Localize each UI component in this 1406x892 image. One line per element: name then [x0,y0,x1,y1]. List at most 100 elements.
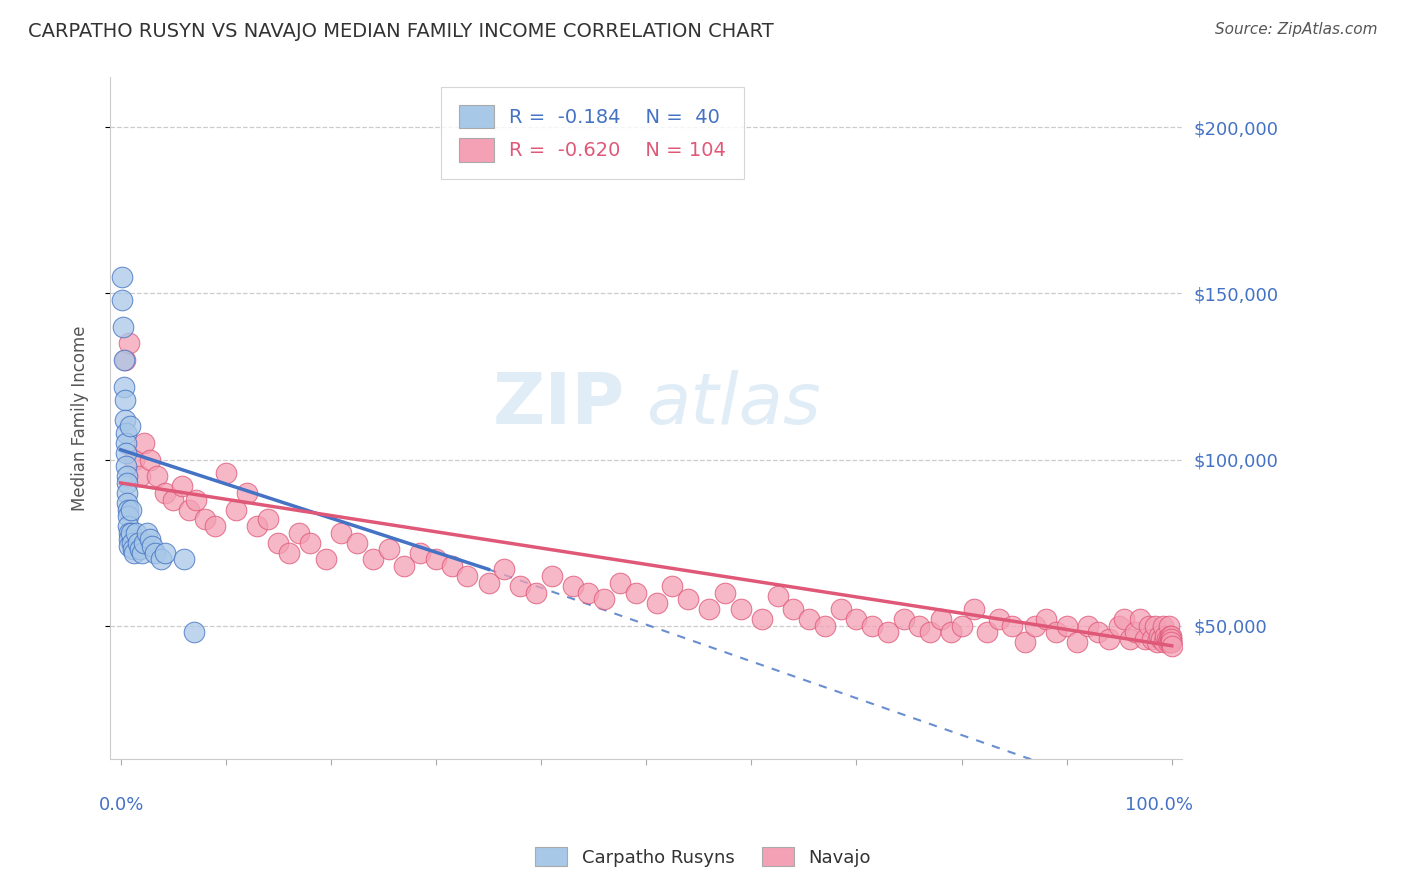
Point [624,585,647,599]
Point [661,579,683,593]
Point [561,579,583,593]
Point [645,596,668,610]
Point [676,592,699,607]
Point [118,539,141,553]
Point [115,496,138,510]
Point [118,419,141,434]
Point [127,535,149,549]
Point [288,525,311,540]
Point [893,612,915,626]
Point [117,519,139,533]
Point [1077,619,1099,633]
Point [1160,635,1182,649]
Point [797,612,820,626]
Point [976,625,998,640]
Point [117,509,139,524]
Point [122,546,145,560]
Point [1160,629,1182,643]
Point [128,542,150,557]
Point [139,452,162,467]
Point [845,612,868,626]
Point [125,525,148,540]
Point [730,602,752,616]
Point [277,546,299,560]
Point [1152,619,1174,633]
Point [697,602,720,616]
Point [111,269,134,284]
Text: ZIP: ZIP [492,370,624,439]
Point [132,436,155,450]
Point [1159,635,1181,649]
Point [1156,635,1178,649]
Point [1066,635,1088,649]
Point [939,625,962,640]
Point [183,625,205,640]
Point [118,525,141,540]
Point [122,542,145,557]
Point [409,546,432,560]
Point [929,612,952,626]
Point [1157,632,1180,647]
Point [877,625,900,640]
Text: 100.0%: 100.0% [1125,797,1194,814]
Text: atlas: atlas [647,370,821,439]
Text: CARPATHO RUSYN VS NAVAJO MEDIAN FAMILY INCOME CORRELATION CHART: CARPATHO RUSYN VS NAVAJO MEDIAN FAMILY I… [28,22,773,41]
Y-axis label: Median Family Income: Median Family Income [72,326,89,511]
Point [153,486,176,500]
Point [128,469,150,483]
Point [111,319,134,334]
Point [162,492,184,507]
Point [440,559,463,574]
Point [494,562,516,576]
Point [330,525,353,540]
Point [377,542,399,557]
Point [782,602,804,616]
Point [814,619,837,633]
Point [918,625,941,640]
Point [830,602,852,616]
Point [121,535,143,549]
Point [1014,635,1036,649]
Point [425,552,447,566]
Point [1160,632,1182,647]
Point [120,502,142,516]
Point [111,293,134,307]
Point [114,392,136,407]
Point [120,525,142,540]
Point [1129,612,1152,626]
Point [170,479,193,493]
Point [1159,629,1181,643]
Point [1114,612,1136,626]
Point [1156,632,1178,647]
Point [1108,619,1130,633]
Point [153,546,176,560]
Point [766,589,789,603]
Point [1123,625,1146,640]
Point [115,459,138,474]
Point [751,612,773,626]
Point [118,533,141,547]
Point [118,336,141,351]
Point [1135,632,1157,647]
Point [1098,632,1121,647]
Point [1160,639,1182,653]
Point [540,569,562,583]
Point [963,602,986,616]
Point [115,446,138,460]
Point [114,353,136,368]
Point [361,552,384,566]
Point [131,546,153,560]
Point [1154,629,1177,643]
Point [225,502,247,516]
Point [1150,632,1173,647]
Point [115,475,138,490]
Point [1160,635,1182,649]
Point [1087,625,1109,640]
Point [141,539,163,553]
Point [117,502,139,516]
Legend: R =  -0.184    N =  40, R =  -0.620    N = 104: R = -0.184 N = 40, R = -0.620 N = 104 [441,87,744,179]
Point [204,519,226,533]
Point [988,612,1011,626]
Text: Source: ZipAtlas.com: Source: ZipAtlas.com [1215,22,1378,37]
Point [456,569,478,583]
